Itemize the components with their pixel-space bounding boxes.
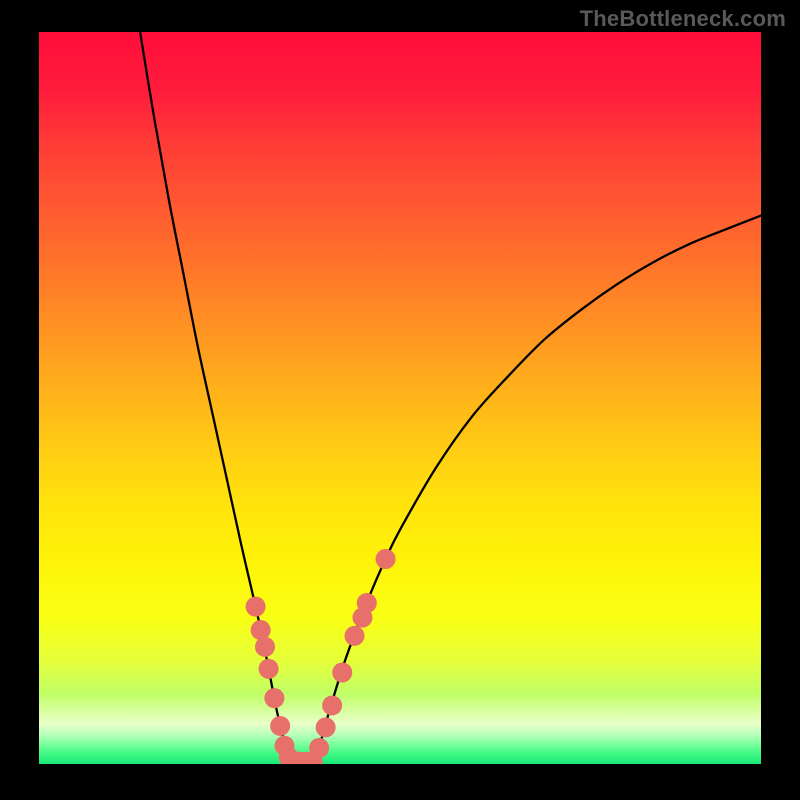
data-marker	[309, 738, 329, 758]
gradient-background	[39, 32, 761, 764]
data-marker	[251, 620, 271, 640]
data-marker	[376, 549, 396, 569]
data-marker	[345, 626, 365, 646]
chart-frame: TheBottleneck.com	[0, 0, 800, 800]
data-marker	[270, 716, 290, 736]
data-marker	[316, 717, 336, 737]
data-marker	[255, 637, 275, 657]
data-marker	[357, 593, 377, 613]
data-marker	[246, 597, 266, 617]
data-marker	[264, 688, 284, 708]
watermark-text: TheBottleneck.com	[580, 6, 786, 32]
data-marker	[259, 659, 279, 679]
bottleneck-chart	[0, 0, 800, 800]
data-marker	[322, 695, 342, 715]
data-marker	[332, 663, 352, 683]
